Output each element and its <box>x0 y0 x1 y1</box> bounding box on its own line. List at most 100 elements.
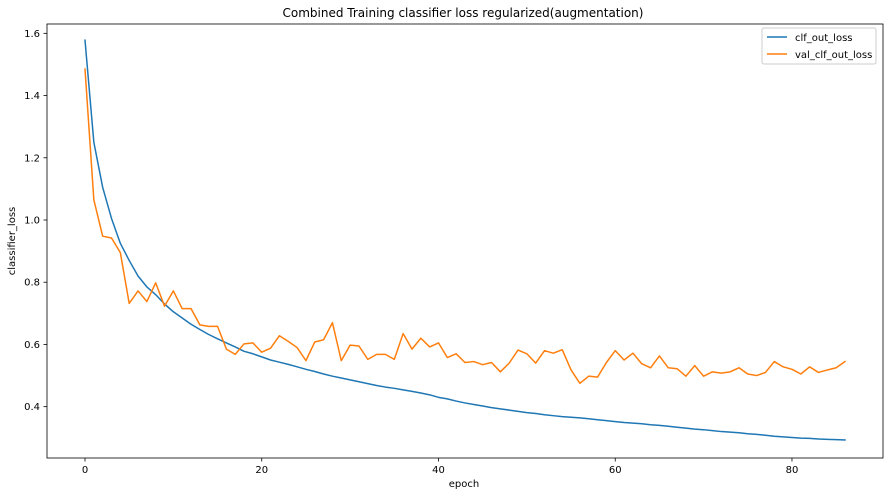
data-point-clf-out-loss <box>844 439 846 441</box>
data-point-clf-out-loss <box>270 359 272 361</box>
series-line-val-clf-out-loss <box>84 68 847 385</box>
data-point-val-clf-out-loss <box>544 350 546 352</box>
data-point-clf-out-loss <box>279 361 281 363</box>
data-point-clf-out-loss <box>712 430 714 432</box>
x-tick-label: 60 <box>609 465 622 476</box>
data-point-val-clf-out-loss <box>287 341 289 343</box>
data-point-clf-out-loss <box>84 39 86 41</box>
data-point-clf-out-loss <box>305 369 307 371</box>
data-point-clf-out-loss <box>155 294 157 296</box>
data-point-val-clf-out-loss <box>491 362 493 364</box>
data-point-clf-out-loss <box>667 425 669 427</box>
data-point-clf-out-loss <box>402 389 404 391</box>
data-point-clf-out-loss <box>659 425 661 427</box>
data-point-val-clf-out-loss <box>791 369 793 371</box>
data-point-clf-out-loss <box>791 437 793 439</box>
data-point-clf-out-loss <box>226 342 228 344</box>
data-point-val-clf-out-loss <box>120 252 122 254</box>
data-point-val-clf-out-loss <box>199 324 201 326</box>
data-point-val-clf-out-loss <box>190 308 192 310</box>
data-point-val-clf-out-loss <box>482 364 484 366</box>
data-point-val-clf-out-loss <box>128 303 130 305</box>
data-point-val-clf-out-loss <box>332 322 334 324</box>
data-point-clf-out-loss <box>800 437 802 439</box>
data-point-clf-out-loss <box>517 411 519 413</box>
data-point-clf-out-loss <box>641 423 643 425</box>
data-point-val-clf-out-loss <box>340 360 342 362</box>
data-point-val-clf-out-loss <box>155 282 157 284</box>
data-point-val-clf-out-loss <box>659 355 661 357</box>
data-point-val-clf-out-loss <box>809 366 811 368</box>
data-point-clf-out-loss <box>774 435 776 437</box>
data-point-val-clf-out-loss <box>827 369 829 371</box>
data-point-clf-out-loss <box>747 433 749 435</box>
data-point-val-clf-out-loss <box>252 342 254 344</box>
data-point-val-clf-out-loss <box>270 347 272 349</box>
y-tick-label: 0.8 <box>24 278 40 289</box>
data-point-val-clf-out-loss <box>402 333 404 335</box>
data-point-val-clf-out-loss <box>614 350 616 352</box>
data-point-clf-out-loss <box>111 218 113 220</box>
data-point-val-clf-out-loss <box>835 367 837 369</box>
data-point-clf-out-loss <box>93 141 95 143</box>
data-point-val-clf-out-loss <box>84 68 86 70</box>
data-point-val-clf-out-loss <box>774 361 776 363</box>
data-point-clf-out-loss <box>756 434 758 436</box>
y-tick-label: 0.4 <box>24 402 40 413</box>
data-point-clf-out-loss <box>173 311 175 313</box>
data-point-clf-out-loss <box>597 419 599 421</box>
x-tick-label: 80 <box>786 465 799 476</box>
data-point-val-clf-out-loss <box>173 290 175 292</box>
data-point-val-clf-out-loss <box>447 357 449 359</box>
legend-label-val-clf-out-loss: val_clf_out_loss <box>795 50 872 61</box>
y-tick-label: 1.4 <box>24 91 40 102</box>
data-point-val-clf-out-loss <box>376 354 378 356</box>
data-point-clf-out-loss <box>208 334 210 336</box>
data-point-val-clf-out-loss <box>394 359 396 361</box>
data-point-clf-out-loss <box>385 386 387 388</box>
series-lines <box>84 39 847 441</box>
data-point-val-clf-out-loss <box>517 349 519 351</box>
data-point-val-clf-out-loss <box>261 351 263 353</box>
data-point-val-clf-out-loss <box>279 335 281 337</box>
data-point-val-clf-out-loss <box>712 371 714 373</box>
data-point-val-clf-out-loss <box>800 373 802 375</box>
data-point-clf-out-loss <box>614 421 616 423</box>
data-point-clf-out-loss <box>606 420 608 422</box>
data-point-val-clf-out-loss <box>473 361 475 363</box>
data-point-clf-out-loss <box>720 431 722 433</box>
data-point-clf-out-loss <box>367 383 369 385</box>
y-axis-label: classifier_loss <box>7 207 18 275</box>
data-point-clf-out-loss <box>429 394 431 396</box>
data-point-clf-out-loss <box>827 439 829 441</box>
data-point-val-clf-out-loss <box>703 375 705 377</box>
data-point-val-clf-out-loss <box>164 305 166 307</box>
x-tick-label: 20 <box>255 465 268 476</box>
x-axis-ticks: 0 20 40 60 80 <box>82 458 799 476</box>
data-point-clf-out-loss <box>217 338 219 340</box>
data-point-val-clf-out-loss <box>385 354 387 356</box>
data-point-clf-out-loss <box>464 402 466 404</box>
data-point-val-clf-out-loss <box>323 339 325 341</box>
data-point-val-clf-out-loss <box>420 337 422 339</box>
data-point-clf-out-loss <box>544 414 546 416</box>
data-point-clf-out-loss <box>394 388 396 390</box>
data-point-clf-out-loss <box>199 329 201 331</box>
data-point-val-clf-out-loss <box>535 362 537 364</box>
data-point-val-clf-out-loss <box>234 354 236 356</box>
data-point-val-clf-out-loss <box>296 347 298 349</box>
data-point-val-clf-out-loss <box>818 372 820 374</box>
data-point-clf-out-loss <box>243 350 245 352</box>
data-point-clf-out-loss <box>376 385 378 387</box>
data-point-val-clf-out-loss <box>747 373 749 375</box>
data-point-clf-out-loss <box>340 377 342 379</box>
data-point-clf-out-loss <box>482 405 484 407</box>
data-point-val-clf-out-loss <box>500 371 502 373</box>
legend: clf_out_loss val_clf_out_loss <box>761 27 877 65</box>
legend-box <box>761 27 877 65</box>
data-point-val-clf-out-loss <box>411 348 413 350</box>
data-point-clf-out-loss <box>694 428 696 430</box>
data-point-clf-out-loss <box>623 422 625 424</box>
data-point-clf-out-loss <box>561 416 563 418</box>
